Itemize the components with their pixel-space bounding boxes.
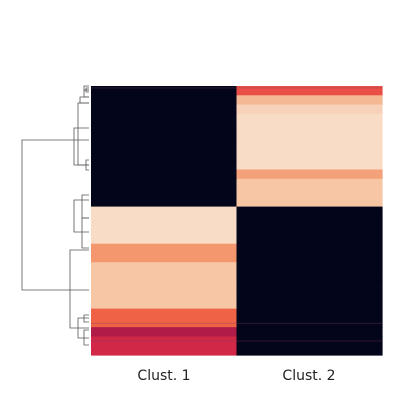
heatmap-cell-r22-c0: [91, 290, 238, 300]
heatmap-cell-r25-c0: [91, 317, 238, 328]
heatmap-cell-r19-c1: [236, 262, 383, 273]
heatmap-cell-r5-c1: [236, 132, 383, 143]
heatmap-cell-r3-c0: [91, 113, 238, 124]
heatmap-cell-r17-c0: [91, 243, 238, 254]
heatmap-cell-r9-c1: [236, 169, 383, 180]
heatmap-cell-r2-c0: [91, 104, 238, 115]
heatmap-cell-r28-c0: [91, 345, 238, 356]
dendrogram-link-7: [81, 194, 89, 219]
heatmap-cell-r15-c0: [91, 225, 238, 236]
dendrogram-link-14: [21, 139, 89, 291]
dendrogram-link-10: [83, 314, 89, 323]
heatmap-cell-r23-c1: [236, 299, 383, 310]
heatmap-cell-r11-c1: [236, 188, 383, 198]
heatmap-cells: [91, 86, 383, 356]
x-tick-clust-2: Clust. 2: [282, 368, 335, 384]
heatmap-cell-r10-c0: [91, 178, 238, 189]
heatmap-cell-r4-c0: [91, 123, 238, 133]
heatmap-cell-r6-c0: [91, 141, 238, 152]
heatmap-cell-r17-c1: [236, 243, 383, 254]
heatmap-cell-r27-c0: [91, 336, 238, 347]
heatmap-cell-r6-c1: [236, 141, 383, 152]
x-tick-labels: Clust. 1 Clust. 2: [137, 368, 335, 384]
heatmap-cell-r23-c0: [91, 299, 238, 310]
row-dendrogram: [21, 85, 89, 346]
x-tick-clust-1: Clust. 1: [137, 368, 190, 384]
heatmap-cell-r9-c0: [91, 169, 238, 180]
heatmap-cell-r10-c1: [236, 178, 383, 189]
dendrogram-link-3: [79, 96, 89, 104]
heatmap-cell-r0-c0: [91, 86, 238, 96]
heatmap-cell-r26-c1: [236, 327, 383, 338]
heatmap-cell-r7-c0: [91, 150, 238, 161]
heatmap-cell-r8-c1: [236, 160, 383, 171]
dendrogram-link-9: [73, 199, 89, 233]
heatmap-cell-r11-c0: [91, 188, 238, 198]
heatmap-cell-r16-c0: [91, 234, 238, 245]
heatmap-cell-r19-c0: [91, 262, 238, 273]
heatmap-cell-r8-c0: [91, 160, 238, 171]
heatmap-cell-r13-c1: [236, 206, 383, 217]
heatmap-cell-r0-c1: [236, 86, 383, 96]
heatmap-cell-r14-c1: [236, 215, 383, 226]
heatmap-cell-r4-c1: [236, 123, 383, 133]
heatmap-cell-r20-c1: [236, 271, 383, 282]
heatmap-cell-r13-c0: [91, 206, 238, 217]
dendrogram-link-4: [77, 102, 89, 166]
heatmap-cell-r20-c0: [91, 271, 238, 282]
heatmap-cell-r3-c1: [236, 113, 383, 124]
heatmap-cell-r25-c1: [236, 317, 383, 328]
dendrogram-link-13: [69, 249, 89, 329]
heatmap-cell-r21-c1: [236, 280, 383, 291]
heatmap-cell-r26-c0: [91, 327, 238, 338]
dendrogram-link-6: [73, 127, 89, 166]
heatmap-cell-r22-c1: [236, 290, 383, 300]
heatmap-cell-r24-c1: [236, 308, 383, 319]
heatmap-cell-r5-c0: [91, 132, 238, 143]
dendrogram-link-8: [81, 217, 89, 249]
heatmap-cell-r14-c0: [91, 215, 238, 226]
heatmap-cell-r15-c1: [236, 225, 383, 236]
heatmap-cell-r18-c1: [236, 252, 383, 263]
heatmap-cell-r1-c0: [91, 95, 238, 106]
heatmap-cell-r21-c0: [91, 280, 238, 291]
dendrogram-link-11: [83, 329, 89, 346]
heatmap-cell-r12-c0: [91, 197, 238, 208]
dendrogram-link-2: [83, 89, 89, 98]
heatmap-cell-r2-c1: [236, 104, 383, 115]
heatmap-cell-r7-c1: [236, 150, 383, 161]
heatmap-cell-r16-c1: [236, 234, 383, 245]
heatmap-cell-r24-c0: [91, 308, 238, 319]
heatmap-cell-r1-c1: [236, 95, 383, 106]
heatmap-cell-r28-c1: [236, 345, 383, 356]
heatmap-cell-r18-c0: [91, 252, 238, 263]
heatmap-cell-r12-c1: [236, 197, 383, 208]
heatmap-cell-r27-c1: [236, 336, 383, 347]
